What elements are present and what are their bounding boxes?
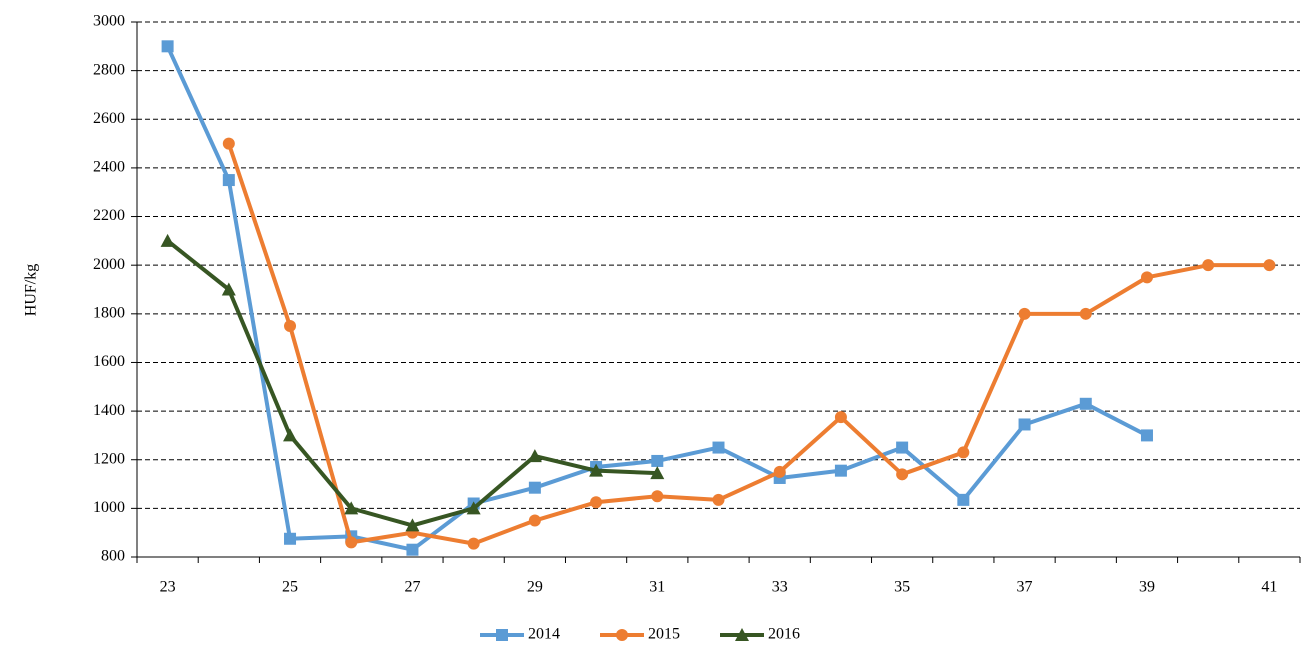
y-tick-label: 1800 — [93, 304, 125, 321]
data-point — [528, 481, 541, 494]
data-point — [957, 446, 970, 459]
data-point — [1079, 397, 1092, 410]
data-point — [221, 282, 236, 296]
x-tick-label: 33 — [772, 579, 788, 596]
data-point — [1018, 418, 1031, 431]
y-tick-label: 2000 — [93, 256, 125, 273]
data-point — [650, 466, 665, 480]
data-point — [527, 449, 542, 463]
data-point — [284, 532, 297, 545]
series-line — [166, 239, 658, 528]
data-point — [712, 441, 725, 454]
data-point — [773, 465, 786, 478]
series-line — [226, 142, 1270, 546]
y-tick-label: 1000 — [93, 499, 125, 516]
data-point — [344, 501, 359, 515]
data-point — [284, 319, 297, 332]
legend-label: 2014 — [528, 626, 560, 643]
x-tick-label: 37 — [1017, 579, 1033, 596]
data-point — [466, 501, 481, 515]
x-tick-label: 31 — [649, 579, 665, 596]
y-tick-label: 2800 — [93, 61, 125, 78]
y-tick-label: 1400 — [93, 402, 125, 419]
data-point — [957, 493, 970, 506]
legend-label: 2015 — [648, 626, 680, 643]
data-point — [1202, 259, 1215, 272]
data-point — [834, 411, 847, 424]
data-point — [1263, 259, 1276, 272]
data-point — [345, 536, 358, 549]
data-point — [467, 537, 480, 550]
data-point — [160, 233, 175, 247]
y-tick-label: 800 — [101, 548, 125, 565]
data-point — [222, 137, 235, 150]
data-point — [1140, 271, 1153, 284]
y-tick-label: 3000 — [93, 13, 125, 30]
data-point — [834, 464, 847, 477]
data-point — [651, 490, 664, 503]
data-point — [406, 543, 419, 556]
data-point — [896, 441, 909, 454]
x-tick-label: 41 — [1261, 579, 1277, 596]
y-tick-label: 2200 — [93, 207, 125, 224]
legend-label: 2016 — [768, 626, 800, 643]
data-point — [161, 40, 174, 53]
data-point — [590, 496, 603, 509]
x-tick-label: 35 — [894, 579, 910, 596]
data-point — [896, 468, 909, 481]
data-point — [222, 174, 235, 187]
x-tick-label: 25 — [282, 579, 298, 596]
data-point — [405, 518, 420, 532]
data-point — [1079, 307, 1092, 320]
legend-marker — [735, 628, 749, 641]
x-tick-label: 29 — [527, 579, 543, 596]
y-axis-label: HUF/kg — [23, 264, 40, 316]
data-point — [1140, 429, 1153, 442]
y-tick-label: 2400 — [93, 159, 125, 176]
y-tick-label: 1200 — [93, 450, 125, 467]
legend-marker — [616, 629, 628, 641]
data-point — [651, 454, 664, 467]
x-tick-label: 23 — [160, 579, 176, 596]
x-tick-label: 39 — [1139, 579, 1155, 596]
data-point — [1018, 307, 1031, 320]
y-tick-label: 2600 — [93, 110, 125, 127]
legend-marker — [496, 629, 508, 641]
x-tick-label: 27 — [404, 579, 420, 596]
data-point — [712, 493, 725, 506]
data-point — [283, 428, 298, 442]
data-point — [528, 514, 541, 527]
data-point — [589, 463, 604, 477]
y-tick-label: 1600 — [93, 353, 125, 370]
